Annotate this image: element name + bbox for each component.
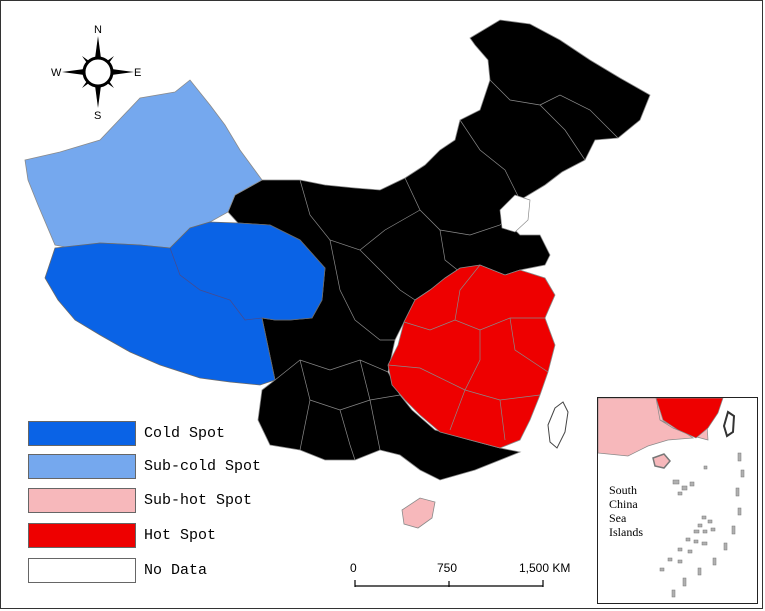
scale-label-1500: 1,500 KM — [519, 561, 571, 575]
legend-label-cold: Cold Spot — [144, 424, 226, 442]
compass-north-label: N — [94, 24, 102, 36]
legend-item-hot: Hot Spot — [28, 522, 216, 548]
taiwan — [547, 401, 569, 449]
scale-label-0: 0 — [350, 561, 357, 575]
scale-bar — [354, 580, 544, 587]
compass-rose — [62, 36, 134, 108]
inset-label-line-4: Islands — [609, 525, 643, 539]
legend-swatch-hot — [28, 522, 136, 548]
inset-map-south-china-sea: South China Sea Islands — [597, 397, 758, 604]
legend-item-cold: Cold Spot — [28, 420, 225, 446]
inset-label-line-1: South — [609, 483, 638, 497]
hainan — [401, 497, 436, 529]
inset-label-line-3: Sea — [609, 511, 627, 525]
region-cold — [44, 221, 326, 386]
legend-label-subhot: Sub-hot Spot — [144, 491, 253, 509]
region-subcold — [24, 79, 263, 249]
legend-label-nodata: No Data — [144, 561, 208, 579]
legend-label-subcold: Sub-cold Spot — [144, 457, 262, 475]
legend-label-hot: Hot Spot — [144, 526, 217, 544]
legend-item-nodata: No Data — [28, 557, 207, 583]
legend-swatch-subcold — [28, 453, 136, 479]
bohai-sea — [499, 194, 531, 233]
legend-item-subhot: Sub-hot Spot — [28, 487, 252, 513]
cold-province-border — [169, 247, 263, 321]
legend-swatch-subhot — [28, 487, 136, 513]
legend-item-subcold: Sub-cold Spot — [28, 453, 261, 479]
scale-label-750: 750 — [437, 561, 458, 575]
inset-label-line-2: China — [609, 497, 638, 511]
legend-swatch-cold — [28, 420, 136, 446]
region-subhot — [227, 19, 651, 481]
province-borders — [274, 79, 619, 461]
compass-south-label: S — [94, 110, 101, 122]
compass-east-label: E — [134, 67, 141, 79]
hot-province-borders — [387, 264, 549, 441]
legend-swatch-nodata — [28, 557, 136, 583]
compass-west-label: W — [51, 67, 62, 79]
inset-map-graphic — [598, 398, 745, 598]
